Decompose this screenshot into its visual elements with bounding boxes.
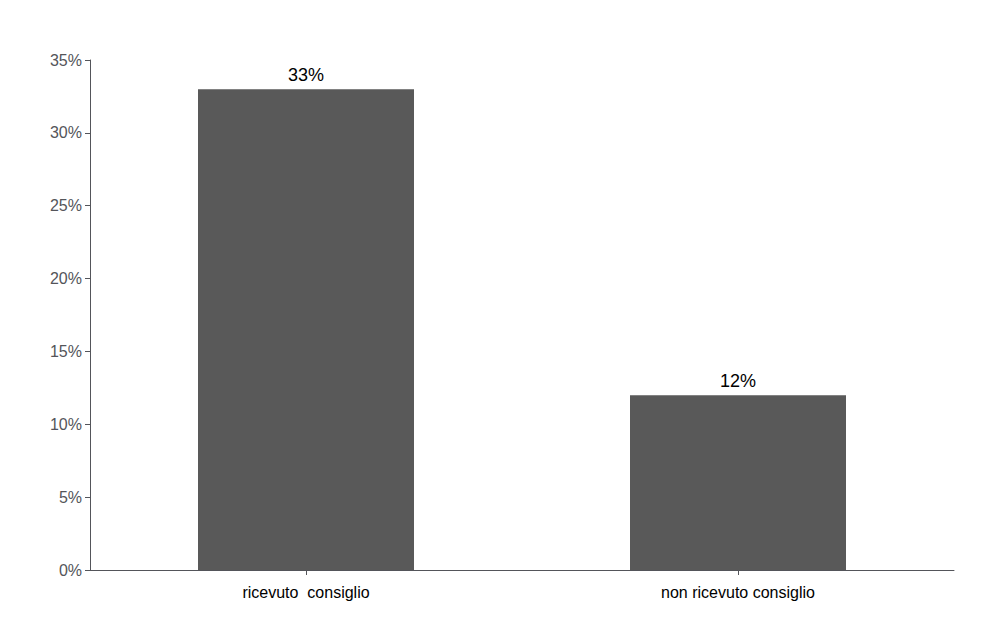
svg-text:20%: 20%: [50, 270, 82, 287]
svg-text:15%: 15%: [50, 343, 82, 360]
svg-text:25%: 25%: [50, 197, 82, 214]
svg-text:non ricevuto consiglio: non ricevuto consiglio: [661, 584, 815, 601]
svg-text:12%: 12%: [720, 371, 756, 391]
svg-text:35%: 35%: [50, 52, 82, 69]
svg-text:0%: 0%: [59, 562, 82, 579]
svg-text:5%: 5%: [59, 489, 82, 506]
svg-text:33%: 33%: [288, 65, 324, 85]
svg-text:ricevuto consiglio: ricevuto consiglio: [242, 584, 369, 601]
svg-text:10%: 10%: [50, 416, 82, 433]
svg-text:30%: 30%: [50, 124, 82, 141]
